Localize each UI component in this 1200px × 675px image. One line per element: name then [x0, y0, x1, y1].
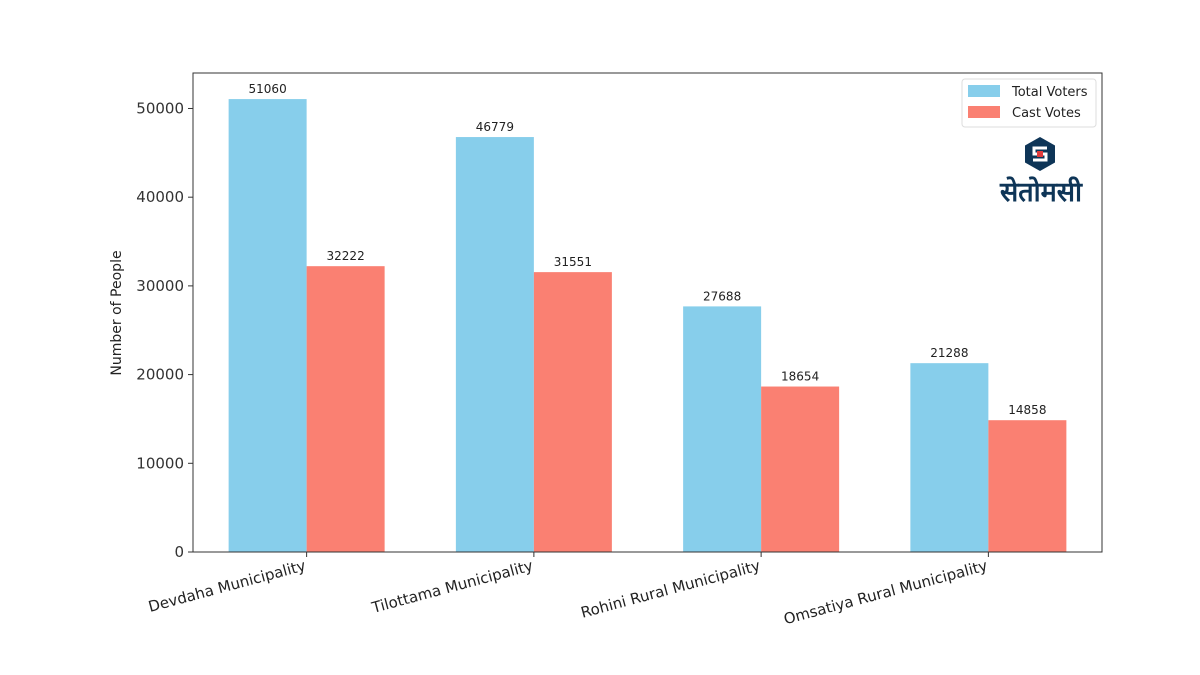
y-tick-label: 30000 [136, 277, 184, 295]
x-category-label: Tilottama Municipality [369, 556, 535, 617]
bars-group [228, 99, 1067, 552]
legend: Total Voters Cast Votes [961, 78, 1097, 128]
bar-total-voters-omsatiya-rural-municipality [910, 363, 989, 552]
value-labels-group: 51060 32222 46779 31551 27688 18654 21288 14858 [249, 82, 1047, 417]
y-tick-label: 50000 [136, 99, 184, 117]
bar-cast-votes-tilottama-municipality [533, 272, 612, 552]
x-axis: Devdaha Municipality Tilottama Municipali… [146, 552, 990, 628]
y-axis: 0 10000 20000 30000 40000 50000 [136, 99, 193, 561]
value-label-cast-votes: 31551 [554, 255, 592, 269]
bar-total-voters-tilottama-municipality [455, 137, 534, 552]
value-label-total-voters: 51060 [249, 82, 287, 96]
legend-label-total-voters: Total Voters [1011, 85, 1088, 100]
y-tick-label: 20000 [136, 366, 184, 384]
x-category-label: Rohini Rural Municipality [579, 556, 762, 621]
x-category-label: Devdaha Municipality [146, 556, 307, 615]
y-tick-label: 40000 [136, 188, 184, 206]
plot-frame [192, 72, 1103, 553]
value-label-total-voters: 46779 [476, 120, 514, 134]
legend-swatch-cast-votes [968, 106, 1000, 118]
y-tick-label: 0 [174, 543, 184, 561]
value-label-total-voters: 27688 [703, 289, 741, 303]
bar-cast-votes-rohini-rural-municipality [761, 386, 840, 552]
value-label-cast-votes: 18654 [781, 370, 819, 384]
legend-label-cast-votes: Cast Votes [1012, 106, 1081, 121]
bar-total-voters-rohini-rural-municipality [683, 306, 762, 552]
bar-cast-votes-devdaha-municipality [306, 266, 385, 552]
y-tick-label: 10000 [136, 454, 184, 472]
legend-swatch-total-voters [968, 85, 1000, 97]
bar-total-voters-devdaha-municipality [228, 99, 307, 552]
y-axis-title: Number of People [109, 250, 125, 375]
value-label-cast-votes: 14858 [1008, 403, 1046, 417]
brand-logo: सेतोमसी [999, 137, 1083, 208]
value-label-total-voters: 21288 [930, 346, 968, 360]
x-category-label: Omsatiya Rural Municipality [782, 556, 990, 628]
value-label-cast-votes: 32222 [327, 249, 365, 263]
bar-cast-votes-omsatiya-rural-municipality [988, 420, 1067, 552]
setopati-logo-icon [1025, 137, 1055, 171]
brand-logo-text: सेतोमसी [999, 176, 1083, 208]
